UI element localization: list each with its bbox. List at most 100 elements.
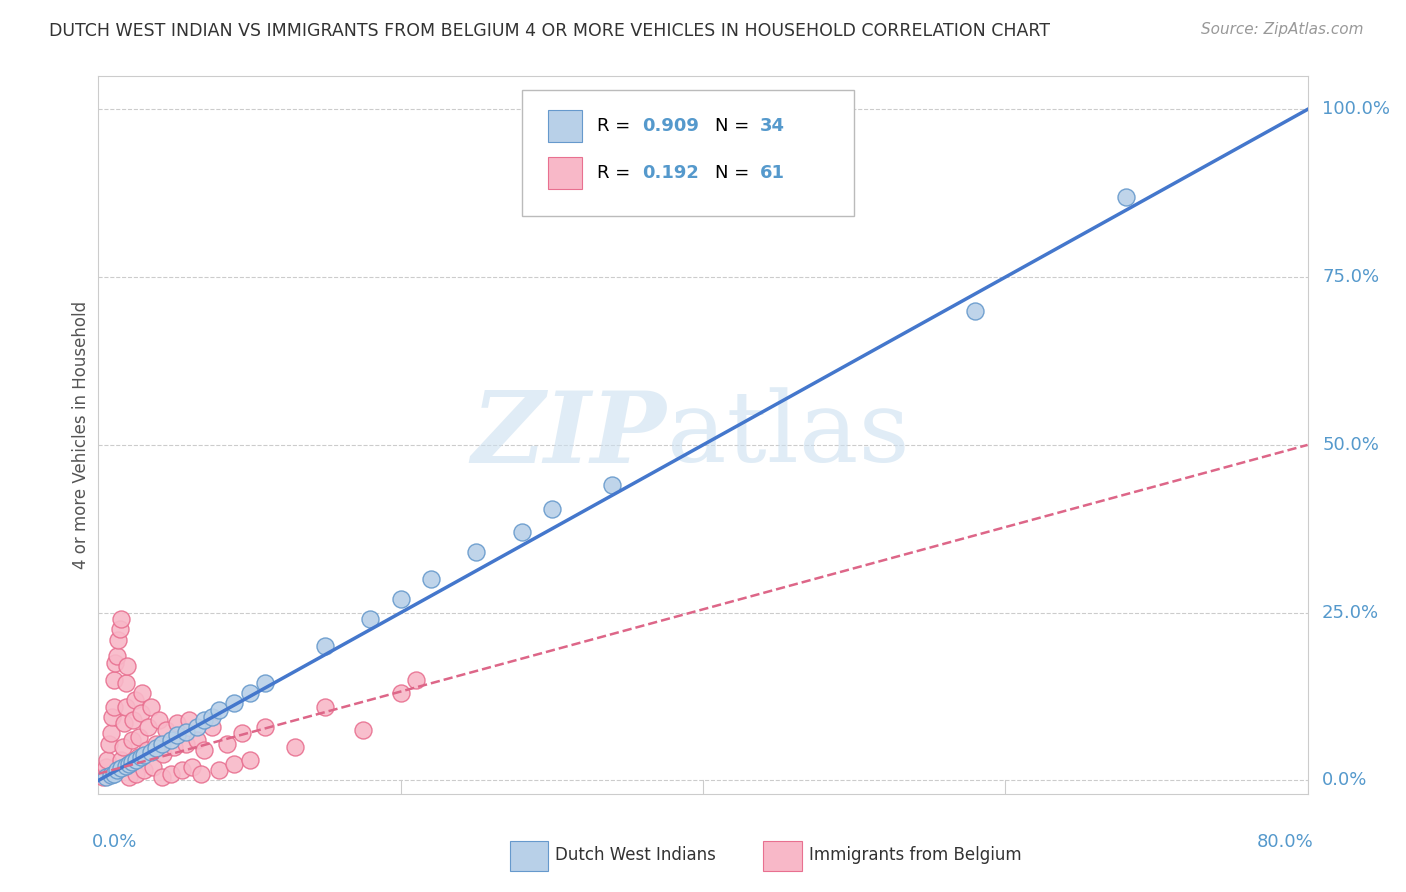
FancyBboxPatch shape xyxy=(522,90,855,216)
Text: 25.0%: 25.0% xyxy=(1322,604,1379,622)
Point xyxy=(174,737,197,751)
Point xyxy=(103,673,125,687)
Point xyxy=(215,737,238,751)
Text: 61: 61 xyxy=(759,164,785,182)
Point xyxy=(181,760,204,774)
Point xyxy=(141,699,163,714)
Point xyxy=(174,725,197,739)
Point xyxy=(118,756,141,771)
Point xyxy=(145,737,167,751)
Point xyxy=(122,713,145,727)
Text: R =: R = xyxy=(596,164,636,182)
Point xyxy=(284,739,307,754)
Point xyxy=(314,699,336,714)
Point xyxy=(155,723,177,738)
Text: 34: 34 xyxy=(759,117,785,135)
Point xyxy=(107,632,129,647)
Point xyxy=(193,713,215,727)
Point xyxy=(110,761,132,775)
Point xyxy=(193,743,215,757)
Point xyxy=(166,728,188,742)
Point xyxy=(114,676,136,690)
Point xyxy=(540,501,562,516)
Point xyxy=(127,750,149,764)
Text: 0.192: 0.192 xyxy=(643,164,699,182)
Point xyxy=(100,768,122,782)
Point xyxy=(118,756,141,771)
Point xyxy=(253,676,276,690)
Point xyxy=(108,623,131,637)
Text: 0.0%: 0.0% xyxy=(1322,772,1368,789)
Point xyxy=(131,686,153,700)
Point xyxy=(94,760,117,774)
Point xyxy=(224,696,246,710)
Point xyxy=(602,478,624,492)
Point xyxy=(96,753,118,767)
Point xyxy=(118,770,141,784)
Point xyxy=(420,572,443,586)
Point xyxy=(103,766,125,780)
Text: atlas: atlas xyxy=(666,387,910,483)
Point xyxy=(124,693,146,707)
Point xyxy=(389,686,412,700)
Text: N =: N = xyxy=(716,117,755,135)
Point xyxy=(201,709,224,723)
Point xyxy=(145,741,167,756)
Point xyxy=(105,764,128,778)
Point xyxy=(148,713,170,727)
Point xyxy=(239,753,262,767)
Point xyxy=(389,592,412,607)
Text: N =: N = xyxy=(716,164,755,182)
Point xyxy=(186,733,208,747)
Point xyxy=(132,764,155,778)
Text: 0.0%: 0.0% xyxy=(93,833,138,851)
Point xyxy=(224,756,246,771)
Point xyxy=(114,699,136,714)
Point xyxy=(129,706,152,721)
Point xyxy=(253,720,276,734)
Point xyxy=(190,766,212,780)
Point xyxy=(105,649,128,664)
Point xyxy=(94,770,117,784)
Point xyxy=(104,656,127,670)
Text: R =: R = xyxy=(596,117,636,135)
Point xyxy=(125,753,148,767)
Text: 100.0%: 100.0% xyxy=(1322,101,1391,119)
Point xyxy=(405,673,427,687)
Point xyxy=(142,760,165,774)
Bar xyxy=(509,840,548,871)
Point xyxy=(98,737,121,751)
Point xyxy=(103,699,125,714)
Point xyxy=(110,612,132,626)
Point xyxy=(160,766,183,780)
Point xyxy=(352,723,374,738)
Point xyxy=(160,733,183,747)
Point xyxy=(121,755,143,769)
Point xyxy=(465,545,488,559)
Point xyxy=(128,730,150,744)
Point xyxy=(150,770,173,784)
Bar xyxy=(763,840,803,871)
Point xyxy=(1115,189,1137,203)
Point xyxy=(186,720,208,734)
Point xyxy=(129,750,152,764)
Point xyxy=(166,716,188,731)
Point xyxy=(231,726,253,740)
Point xyxy=(179,713,201,727)
Point xyxy=(115,659,138,673)
Y-axis label: 4 or more Vehicles in Household: 4 or more Vehicles in Household xyxy=(72,301,90,569)
Text: 80.0%: 80.0% xyxy=(1257,833,1313,851)
Point xyxy=(208,764,231,778)
Text: Immigrants from Belgium: Immigrants from Belgium xyxy=(810,846,1022,864)
Point xyxy=(360,612,382,626)
Point xyxy=(965,303,987,318)
Point xyxy=(136,720,159,734)
Bar xyxy=(548,110,582,142)
Text: DUTCH WEST INDIAN VS IMMIGRANTS FROM BELGIUM 4 OR MORE VEHICLES IN HOUSEHOLD COR: DUTCH WEST INDIAN VS IMMIGRANTS FROM BEL… xyxy=(49,22,1050,40)
Point xyxy=(208,703,231,717)
Point xyxy=(111,739,134,754)
Point xyxy=(239,686,262,700)
Point xyxy=(201,720,224,734)
Point xyxy=(152,747,174,761)
Point xyxy=(114,758,136,772)
